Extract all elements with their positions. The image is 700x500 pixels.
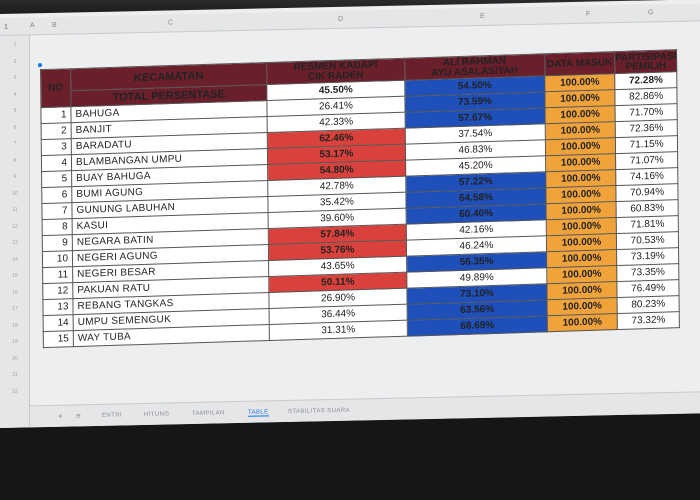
row-header[interactable]: 19 xyxy=(12,338,18,345)
row-number[interactable]: 13 xyxy=(42,298,74,316)
column-header-e[interactable]: E xyxy=(480,12,485,20)
row-header[interactable]: 18 xyxy=(12,322,18,329)
column-header-a[interactable]: A xyxy=(30,22,35,30)
row-header[interactable]: 8 xyxy=(13,157,17,164)
row-header[interactable]: 20 xyxy=(12,355,18,362)
partisipasi-value[interactable]: 72.36% xyxy=(615,119,678,138)
candidate-2-value[interactable]: 68.69% xyxy=(407,315,548,337)
row-number[interactable]: 7 xyxy=(41,202,73,220)
row-number[interactable]: 14 xyxy=(43,314,74,332)
row-header[interactable]: 7 xyxy=(13,140,17,147)
row-header[interactable]: 14 xyxy=(12,256,18,263)
name-box[interactable]: 1 xyxy=(4,23,8,31)
partisipasi-value[interactable]: 80.23% xyxy=(617,295,680,314)
column-header-g[interactable]: G xyxy=(648,9,654,17)
sheet-tab-hitung[interactable]: HITUNG xyxy=(144,411,170,418)
row-number[interactable]: 15 xyxy=(43,330,74,348)
selection-handle[interactable] xyxy=(38,63,42,68)
partisipasi-value[interactable]: 73.35% xyxy=(616,263,680,282)
spreadsheet-window: 1 A B C D E F G 1 2 3 4 5 6 7 8 9 10 11 12 13 14 15 16 1… xyxy=(0,0,700,428)
row-number[interactable]: 3 xyxy=(41,138,72,156)
row-number[interactable]: 8 xyxy=(42,218,73,236)
add-sheet-icon[interactable]: + xyxy=(58,411,63,421)
row-header[interactable]: 16 xyxy=(12,289,18,296)
row-number[interactable]: 12 xyxy=(42,282,73,300)
row-header[interactable]: 10 xyxy=(12,190,18,197)
column-header-d[interactable]: D xyxy=(338,15,344,23)
row-header[interactable]: 6 xyxy=(13,124,17,131)
sheet-tab-entri[interactable]: ENTRI xyxy=(102,412,122,419)
row-number[interactable]: 1 xyxy=(40,106,72,124)
partisipasi-value[interactable]: 70.94% xyxy=(615,183,679,202)
row-header-gutter: 1 2 3 4 5 6 7 8 9 10 11 12 13 14 15 16 17 18 19 20 21 22 xyxy=(0,35,30,428)
candidate-1-value[interactable]: 31.31% xyxy=(269,320,408,341)
sheet-tab-stabilitas-suara[interactable]: STABILITAS SUARA xyxy=(288,407,350,415)
row-number[interactable]: 2 xyxy=(41,122,72,140)
row-number[interactable]: 4 xyxy=(41,154,72,172)
row-header[interactable]: 9 xyxy=(13,173,17,180)
partisipasi-value[interactable]: 71.81% xyxy=(616,215,679,234)
all-sheets-icon[interactable]: ≡ xyxy=(76,411,81,421)
partisipasi-value[interactable]: 73.32% xyxy=(617,311,680,330)
row-header[interactable]: 22 xyxy=(12,388,18,395)
total-partisipasi[interactable]: 72.28% xyxy=(614,71,678,90)
partisipasi-value[interactable]: 71.07% xyxy=(615,151,679,170)
sheet-tabs-bar: + ≡ ENTRI HITUNG TAMPILAN TABLE STABILIT… xyxy=(30,391,700,428)
data-masuk-value[interactable]: 100.00% xyxy=(547,313,618,332)
partisipasi-value[interactable]: 70.53% xyxy=(616,231,679,250)
row-header[interactable]: 2 xyxy=(13,58,17,65)
column-header-b[interactable]: B xyxy=(52,21,57,29)
results-table: NO KECAMATAN RESMEN KADAPI CIK RADEN ALI… xyxy=(40,49,681,349)
header-partisipasi: PARTISIPASI PEMILIH xyxy=(614,49,678,74)
row-header[interactable]: 3 xyxy=(13,74,17,81)
row-number[interactable]: 5 xyxy=(41,170,72,188)
partisipasi-value[interactable]: 74.16% xyxy=(615,167,679,186)
row-header[interactable]: 5 xyxy=(13,107,17,114)
partisipasi-value[interactable]: 82.86% xyxy=(614,87,678,106)
partisipasi-value[interactable]: 71.70% xyxy=(615,103,678,122)
row-header[interactable]: 1 xyxy=(13,41,17,48)
row-header[interactable]: 11 xyxy=(12,206,18,213)
row-header[interactable]: 21 xyxy=(12,371,18,378)
sheet-tab-table[interactable]: TABLE xyxy=(248,409,269,417)
header-data-masuk: DATA MASUK xyxy=(544,51,615,76)
row-header[interactable]: 4 xyxy=(13,91,17,98)
header-no: NO xyxy=(40,68,71,108)
partisipasi-value[interactable]: 76.49% xyxy=(616,279,680,298)
row-number[interactable]: 9 xyxy=(42,234,73,252)
column-header-f[interactable]: F xyxy=(586,10,591,18)
row-header[interactable]: 13 xyxy=(12,239,18,246)
row-header[interactable]: 12 xyxy=(12,223,18,230)
partisipasi-value[interactable]: 60.83% xyxy=(616,199,679,218)
column-header-c[interactable]: C xyxy=(168,19,174,27)
row-number[interactable]: 10 xyxy=(42,250,73,268)
row-number[interactable]: 11 xyxy=(42,266,73,284)
sheet-tab-tampilan[interactable]: TAMPILAN xyxy=(192,410,225,417)
row-header[interactable]: 15 xyxy=(12,272,18,279)
partisipasi-value[interactable]: 73.19% xyxy=(616,247,680,266)
row-number[interactable]: 6 xyxy=(41,186,72,204)
row-header[interactable]: 17 xyxy=(12,305,18,312)
